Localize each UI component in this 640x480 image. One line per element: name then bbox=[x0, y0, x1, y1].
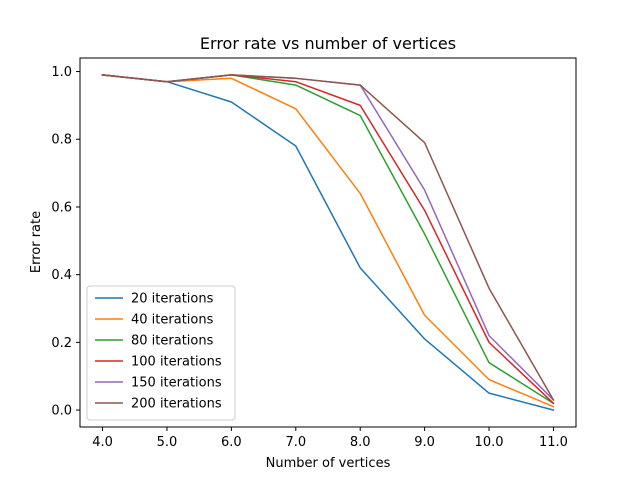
legend-entry-0: 20 iterations bbox=[131, 292, 214, 307]
x-tick-label: 11.0 bbox=[539, 435, 568, 450]
x-axis-ticks: 4.0 5.0 6.0 7.0 8.0 9.0 10.0 11.0 bbox=[92, 427, 568, 450]
x-tick-label: 6.0 bbox=[221, 435, 242, 450]
x-tick-label: 8.0 bbox=[350, 435, 371, 450]
plot-frame bbox=[79, 57, 577, 428]
x-tick-label: 7.0 bbox=[285, 435, 306, 450]
legend-entry-4: 150 iterations bbox=[131, 376, 222, 391]
chart-title: Error rate vs number of vertices bbox=[200, 34, 456, 53]
y-tick-label: 1.0 bbox=[51, 65, 72, 80]
legend-box bbox=[86, 285, 236, 421]
legend: 20 iterations 40 iterations 80 iterations 1… bbox=[86, 285, 236, 421]
x-tick-label: 10.0 bbox=[475, 435, 504, 450]
y-tick-label: 0.4 bbox=[51, 268, 72, 283]
y-tick-label: 0.2 bbox=[51, 336, 72, 351]
x-tick-label: 4.0 bbox=[92, 435, 113, 450]
series-line-5 bbox=[101, 74, 555, 401]
y-axis-ticks: 0.0 0.2 0.4 0.6 0.8 1.0 bbox=[51, 65, 80, 419]
x-axis-label: Number of vertices bbox=[266, 456, 391, 471]
y-tick-label: 0.6 bbox=[51, 200, 72, 215]
y-tick-label: 0.8 bbox=[51, 133, 72, 148]
legend-entry-2: 80 iterations bbox=[131, 334, 214, 349]
x-tick-label: 5.0 bbox=[157, 435, 178, 450]
legend-entry-1: 40 iterations bbox=[131, 313, 214, 328]
legend-entry-3: 100 iterations bbox=[131, 355, 222, 370]
y-tick-label: 0.0 bbox=[51, 404, 72, 419]
plot-lines bbox=[101, 74, 555, 411]
legend-entry-5: 200 iterations bbox=[131, 397, 222, 412]
y-axis-label: Error rate bbox=[29, 211, 44, 273]
x-tick-label: 9.0 bbox=[414, 435, 435, 450]
series-line-0 bbox=[101, 74, 555, 411]
